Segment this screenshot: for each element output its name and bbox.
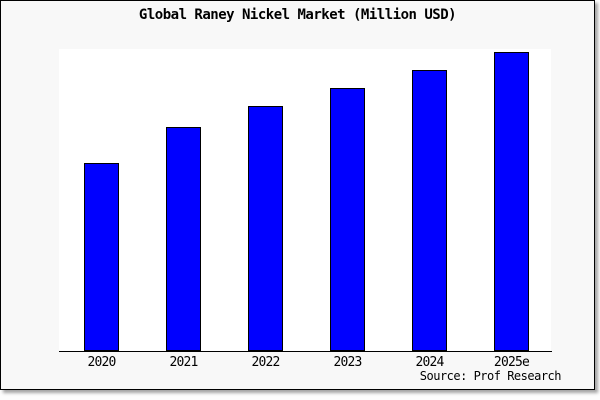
bar-2022 [248, 106, 283, 351]
x-tick-label-2021: 2021 [169, 355, 198, 370]
x-axis-line [59, 351, 552, 352]
chart-title: Global Raney Nickel Market (Million USD) [138, 7, 457, 23]
source-note: Source: Prof Research [419, 369, 562, 383]
bar-2020 [84, 163, 119, 351]
x-tick-label-2023: 2023 [333, 355, 362, 370]
bar-2024 [412, 70, 447, 351]
x-tick-label-2024: 2024 [415, 355, 444, 370]
plot-area [59, 49, 551, 351]
bar-2025e [494, 52, 529, 351]
x-tick-label-2025e: 2025e [493, 355, 530, 370]
bar-2023 [330, 88, 365, 351]
x-tick-label-2020: 2020 [87, 355, 116, 370]
x-tick-label-2022: 2022 [251, 355, 280, 370]
bar-2021 [166, 127, 201, 351]
chart-frame: Global Raney Nickel Market (Million USD)… [0, 0, 595, 390]
